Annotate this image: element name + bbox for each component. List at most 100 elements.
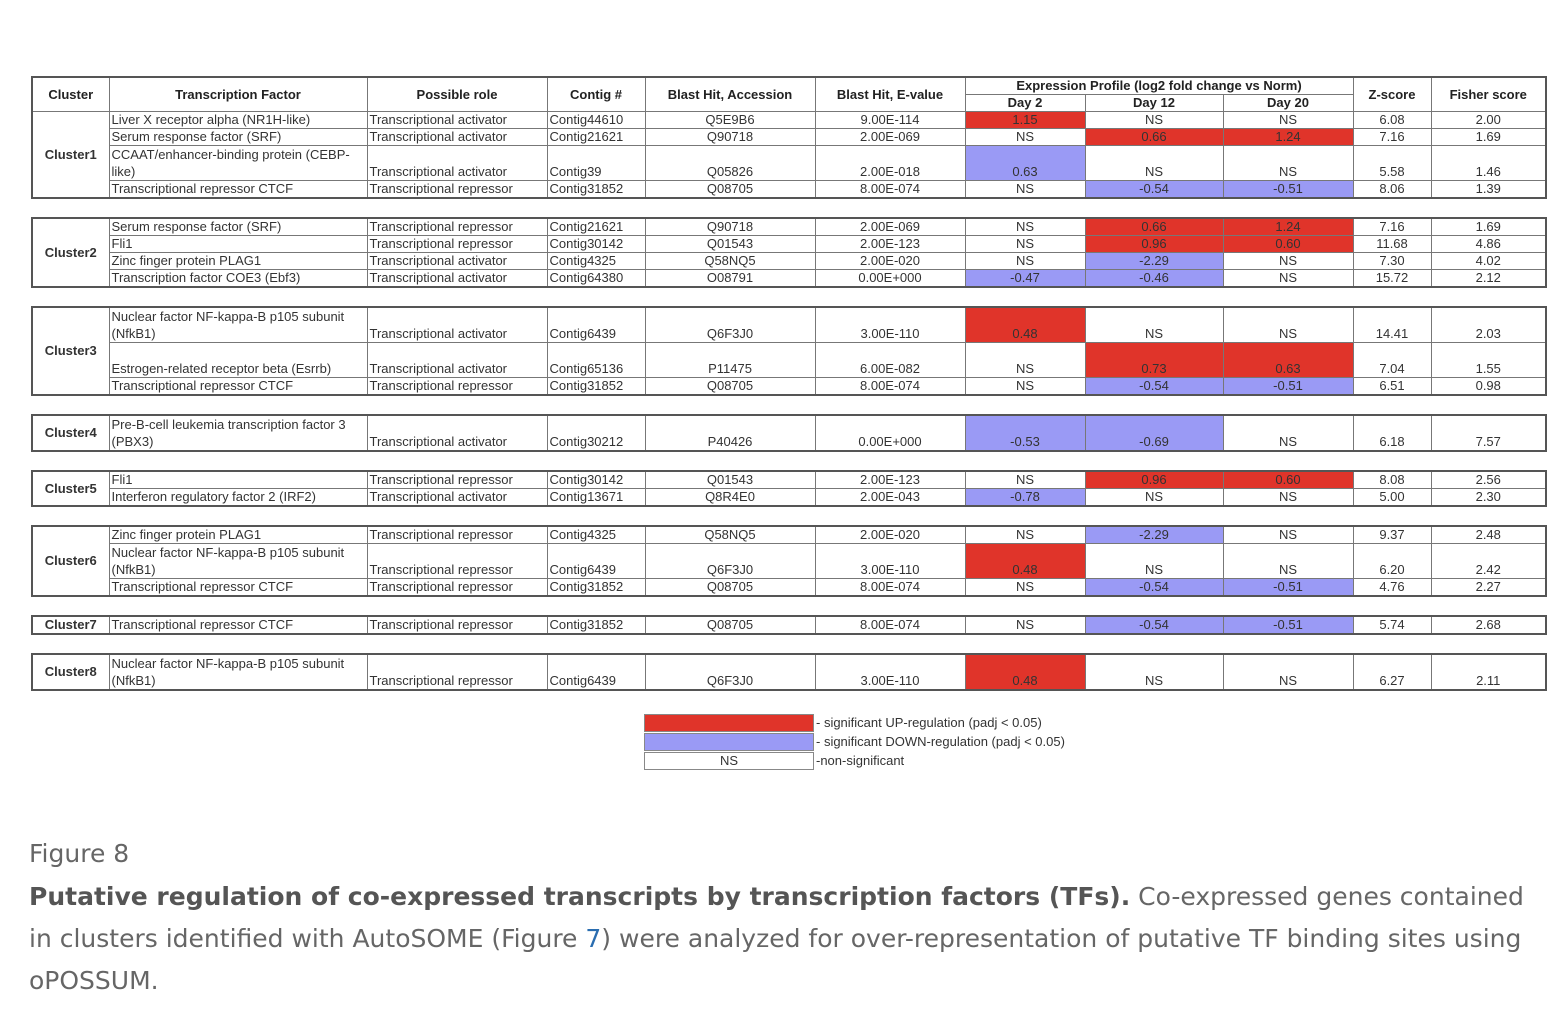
expr-day2: NS bbox=[964, 615, 1086, 635]
possible-role: Transcriptional activator bbox=[366, 252, 548, 270]
possible-role: Transcriptional repressor bbox=[366, 653, 548, 691]
blast-evalue: 2.00E-069 bbox=[814, 128, 966, 146]
blast-accession: O08791 bbox=[644, 269, 816, 288]
possible-role: Transcriptional repressor bbox=[366, 470, 548, 489]
blast-evalue: 3.00E-110 bbox=[814, 306, 966, 343]
expr-day20: NS bbox=[1222, 252, 1354, 270]
possible-role: Transcriptional repressor bbox=[366, 217, 548, 236]
contig-id: Contig21621 bbox=[546, 128, 646, 146]
header-role: Possible role bbox=[366, 76, 548, 112]
expr-day12: NS bbox=[1084, 543, 1224, 579]
possible-role: Transcriptional repressor bbox=[366, 543, 548, 579]
possible-role: Transcriptional repressor bbox=[366, 615, 548, 635]
header-tf: Transcription Factor bbox=[108, 76, 368, 112]
blast-accession: Q05826 bbox=[644, 145, 816, 181]
blast-accession: Q01543 bbox=[644, 470, 816, 489]
expr-day20: NS bbox=[1222, 269, 1354, 288]
expr-day12: 0.66 bbox=[1084, 217, 1224, 236]
header-zscore: Z-score bbox=[1352, 76, 1432, 112]
z-score: 4.76 bbox=[1352, 578, 1432, 597]
z-score: 11.68 bbox=[1352, 235, 1432, 253]
fisher-score: 1.46 bbox=[1430, 145, 1547, 181]
tf-name: Transcriptional repressor CTCF bbox=[108, 377, 368, 396]
cluster-name: Cluster3 bbox=[31, 306, 110, 396]
blast-accession: P40426 bbox=[644, 414, 816, 452]
header-accession: Blast Hit, Accession bbox=[644, 76, 816, 112]
expr-day20: NS bbox=[1222, 488, 1354, 507]
cluster-name: Cluster4 bbox=[31, 414, 110, 452]
table-row: Cluster3 Nuclear factor NF-kappa-B p105 s… bbox=[31, 306, 1547, 396]
expr-day20: 0.63 bbox=[1222, 342, 1354, 378]
expr-day20: 1.24 bbox=[1222, 217, 1354, 236]
cluster-table: Cluster6 Zinc finger protein PLAG1 Transcr… bbox=[31, 525, 1547, 597]
contig-id: Contig30142 bbox=[546, 470, 646, 489]
cluster-name: Cluster2 bbox=[31, 217, 110, 288]
possible-role: Transcriptional activator bbox=[366, 111, 548, 129]
fisher-score: 1.55 bbox=[1430, 342, 1547, 378]
contig-id: Contig44610 bbox=[546, 111, 646, 129]
cluster-table: Cluster5 Fli1 Transcriptional repressor Con… bbox=[31, 470, 1547, 507]
expr-day12: -0.54 bbox=[1084, 578, 1224, 597]
z-score: 5.00 bbox=[1352, 488, 1432, 507]
expr-day20: 0.60 bbox=[1222, 235, 1354, 253]
blast-evalue: 2.00E-043 bbox=[814, 488, 966, 507]
blast-accession: Q6F3J0 bbox=[644, 653, 816, 691]
expr-day20: NS bbox=[1222, 525, 1354, 544]
contig-id: Contig6439 bbox=[546, 653, 646, 691]
figure-caption: Figure 8 Putative regulation of co-expre… bbox=[29, 834, 1549, 1002]
expr-day2: NS bbox=[964, 252, 1086, 270]
tf-name: Transcriptional repressor CTCF bbox=[108, 180, 368, 199]
table-row: Cluster7 Transcriptional repressor CTCF Tr… bbox=[31, 615, 1547, 635]
fisher-score: 1.69 bbox=[1430, 128, 1547, 146]
blast-evalue: 8.00E-074 bbox=[814, 377, 966, 396]
fisher-score: 2.68 bbox=[1430, 615, 1547, 635]
tf-name: Zinc finger protein PLAG1 bbox=[108, 252, 368, 270]
tf-name: Liver X receptor alpha (NR1H-like) bbox=[108, 111, 368, 129]
tf-name: Transcriptional repressor CTCF bbox=[108, 615, 368, 635]
figure-description: Putative regulation of co-expressed tran… bbox=[29, 876, 1549, 1002]
blast-accession: Q58NQ5 bbox=[644, 252, 816, 270]
fisher-score: 2.12 bbox=[1430, 269, 1547, 288]
legend-up: - significant UP-regulation (padj < 0.05… bbox=[644, 713, 1065, 732]
blast-accession: Q08705 bbox=[644, 578, 816, 597]
tf-name: Nuclear factor NF-kappa-B p105 subunit (… bbox=[108, 543, 368, 579]
header-expression: Expression Profile (log2 fold change vs … bbox=[964, 76, 1354, 95]
caption-text-1: Co-expressed genes contained in clusters… bbox=[29, 882, 1524, 953]
legend: - significant UP-regulation (padj < 0.05… bbox=[644, 713, 1065, 770]
table-row: CCAAT/enhancer-binding protein (CEBP-lik… bbox=[32, 145, 1547, 181]
tf-name: Estrogen-related receptor beta (Esrrb) bbox=[108, 342, 368, 378]
legend-down-text: - significant DOWN-regulation (padj < 0.… bbox=[816, 734, 1065, 749]
tf-name: Transcriptional repressor CTCF bbox=[108, 578, 368, 597]
cluster-table: Cluster8 Nuclear factor NF-kappa-B p105 s… bbox=[31, 653, 1547, 691]
fisher-score: 2.03 bbox=[1430, 306, 1547, 343]
contig-id: Contig39 bbox=[546, 145, 646, 181]
blast-evalue: 3.00E-110 bbox=[814, 653, 966, 691]
blast-evalue: 9.00E-114 bbox=[814, 111, 966, 129]
legend-ns: NS -non-significant bbox=[644, 751, 1065, 770]
figure-7-link[interactable]: 7 bbox=[585, 924, 602, 953]
possible-role: Transcriptional activator bbox=[366, 269, 548, 288]
possible-role: Transcriptional activator bbox=[366, 342, 548, 378]
expr-day20: NS bbox=[1222, 111, 1354, 129]
table-header: Cluster Transcription Factor Possible role… bbox=[31, 76, 1547, 199]
z-score: 5.74 bbox=[1352, 615, 1432, 635]
tf-name: Transcription factor COE3 (Ebf3) bbox=[108, 269, 368, 288]
tf-name: Nuclear factor NF-kappa-B p105 subunit (… bbox=[108, 653, 368, 691]
blast-evalue: 3.00E-110 bbox=[814, 543, 966, 579]
contig-id: Contig31852 bbox=[546, 377, 646, 396]
tf-name: Fli1 bbox=[108, 470, 368, 489]
fisher-score: 4.86 bbox=[1430, 235, 1547, 253]
fisher-score: 0.98 bbox=[1430, 377, 1547, 396]
blast-accession: Q01543 bbox=[644, 235, 816, 253]
blast-accession: Q8R4E0 bbox=[644, 488, 816, 507]
expr-day2: NS bbox=[964, 342, 1086, 378]
expr-day2: NS bbox=[964, 217, 1086, 236]
fisher-score: 2.56 bbox=[1430, 470, 1547, 489]
possible-role: Transcriptional repressor bbox=[366, 180, 548, 199]
tf-name: Serum response factor (SRF) bbox=[108, 217, 368, 236]
expr-day2: NS bbox=[964, 525, 1086, 544]
blast-accession: Q5E9B6 bbox=[644, 111, 816, 129]
expr-day12: -0.46 bbox=[1084, 269, 1224, 288]
cluster-table: Cluster7 Transcriptional repressor CTCF Tr… bbox=[31, 615, 1547, 635]
expr-day2: NS bbox=[964, 578, 1086, 597]
